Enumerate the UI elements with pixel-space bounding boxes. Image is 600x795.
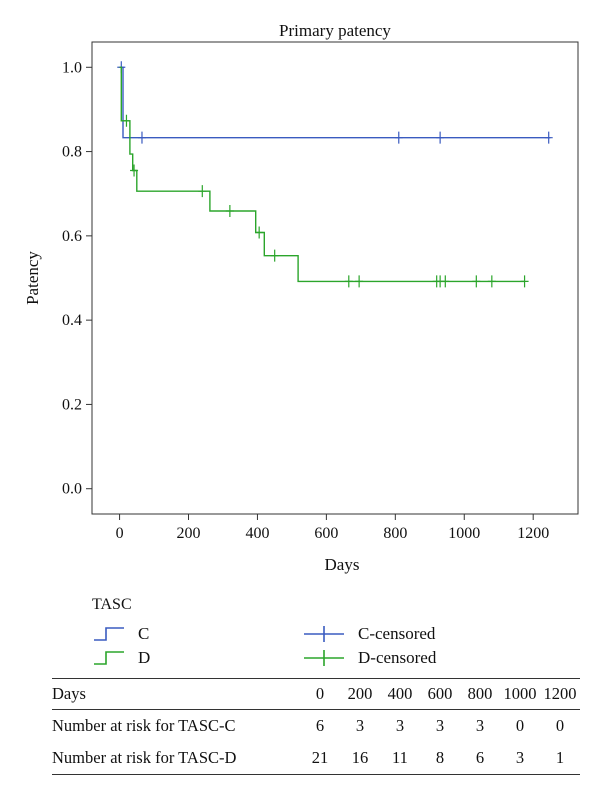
- risk-cell: 3: [435, 716, 445, 735]
- risk-cell: 0: [515, 716, 525, 735]
- plus-marker-icon: [304, 626, 344, 642]
- survival-curve-d: [119, 66, 525, 283]
- legend-item-c: C: [92, 624, 149, 644]
- y-tick-label: 0.0: [62, 481, 82, 498]
- y-tick-label: 1.0: [62, 59, 82, 76]
- legend-title: TASC: [92, 596, 132, 613]
- risk-cell: 3: [355, 716, 365, 735]
- x-tick-label: 1000: [448, 525, 480, 542]
- x-tick-label: 1200: [517, 525, 549, 542]
- plus-marker-icon: [304, 650, 344, 666]
- x-axis-label: Days: [325, 555, 360, 574]
- y-axis-label: Patency: [23, 251, 42, 305]
- legend: TASC C D C-censored D-censored: [0, 590, 600, 680]
- censor-mark: [225, 204, 234, 217]
- risk-header-day: 800: [460, 678, 500, 710]
- risk-cell: 8: [420, 742, 460, 775]
- censor-mark: [544, 131, 553, 144]
- risk-header-label: Days: [52, 678, 300, 710]
- censor-mark: [270, 249, 279, 262]
- risk-cell: 3: [395, 716, 405, 735]
- x-tick-label: 200: [177, 525, 201, 542]
- censor-mark: [198, 185, 207, 198]
- y-tick-label: 0.4: [62, 312, 82, 329]
- km-chart: Primary patency 0.0 0.2 0.4 0.6 0.8 1.0 0 200 4…: [23, 21, 579, 574]
- legend-item-d-censored: D-censored: [302, 648, 436, 668]
- censor-mark: [487, 275, 496, 288]
- risk-cell: 1: [540, 742, 580, 775]
- legend-label-c: C: [138, 624, 150, 643]
- censor-mark: [394, 131, 403, 144]
- censor-mark: [130, 164, 139, 177]
- censor-mark: [255, 226, 264, 239]
- table-row: Number at risk for TASC-C 6 3 3 3 3 0 0: [52, 710, 580, 743]
- risk-cell: 21: [300, 742, 340, 775]
- risk-cell: 3: [475, 716, 485, 735]
- legend-label-d-censored: D-censored: [358, 648, 437, 667]
- censor-mark: [436, 131, 445, 144]
- risk-cell: 3: [500, 742, 540, 775]
- series-layer: [117, 61, 553, 288]
- censor-mark: [344, 275, 353, 288]
- x-tick-label: 0: [116, 525, 124, 542]
- risk-cell: 16: [340, 742, 380, 775]
- risk-cell: 6: [315, 716, 325, 735]
- series-c: [117, 61, 553, 144]
- risk-table-header-row: Days 0 200 400 600 800 1000 1200: [52, 678, 580, 710]
- legend-item-c-censored: C-censored: [302, 624, 435, 644]
- survival-curve-c: [119, 66, 551, 139]
- risk-header-day: 600: [420, 678, 460, 710]
- x-tick-label: 600: [314, 525, 338, 542]
- step-line-icon: [94, 627, 124, 641]
- table-row: Number at risk for TASC-D 21 16 11 8 6 3…: [52, 742, 580, 775]
- x-tick-label: 400: [245, 525, 269, 542]
- legend-item-d: D: [92, 648, 150, 668]
- risk-header-day: 1000: [500, 678, 540, 710]
- censor-mark: [122, 114, 131, 127]
- y-tick-label: 0.8: [62, 144, 82, 161]
- censor-mark: [520, 275, 529, 288]
- step-line-icon: [94, 651, 124, 665]
- legend-label-d: D: [138, 648, 151, 667]
- y-tick-label: 0.2: [62, 396, 82, 413]
- censor-mark: [472, 275, 481, 288]
- x-axis: 0 200 400 600 800 1000 1200: [116, 514, 549, 542]
- series-d: [119, 66, 529, 288]
- y-tick-label: 0.6: [62, 228, 82, 245]
- risk-table: Days 0 200 400 600 800 1000 1200 Number …: [52, 678, 580, 775]
- risk-cell: 0: [555, 716, 565, 735]
- censor-mark: [441, 275, 450, 288]
- plot-frame: [91, 41, 579, 515]
- risk-header-day: 400: [380, 678, 420, 710]
- censor-mark: [355, 275, 364, 288]
- risk-header-day: 1200: [540, 678, 580, 710]
- risk-cell: 11: [380, 742, 420, 775]
- risk-cell: 6: [460, 742, 500, 775]
- x-tick-label: 800: [383, 525, 407, 542]
- chart-title: Primary patency: [279, 21, 391, 40]
- risk-header-day: 0: [300, 678, 340, 710]
- risk-header-day: 200: [340, 678, 380, 710]
- risk-row-label: Number at risk for TASC-D: [52, 742, 300, 775]
- censor-mark: [137, 131, 146, 144]
- y-axis: 0.0 0.2 0.4 0.6 0.8 1.0: [62, 59, 92, 498]
- risk-row-label: Number at risk for TASC-C: [52, 716, 236, 735]
- legend-label-c-censored: C-censored: [358, 624, 436, 643]
